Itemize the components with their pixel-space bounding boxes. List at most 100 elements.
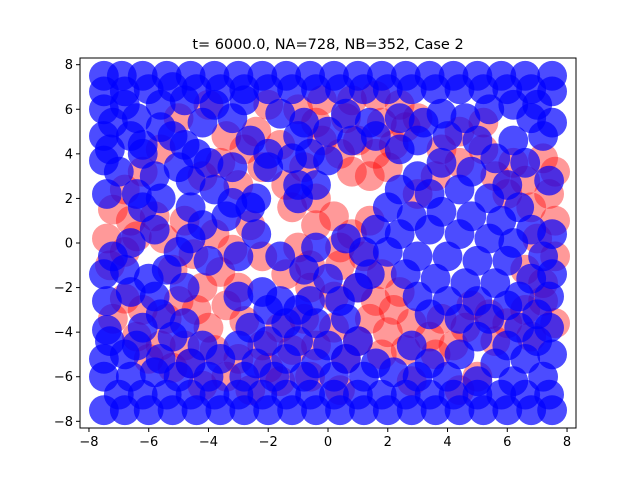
y-tick-label-5: 2	[65, 192, 73, 207]
particle-1-260	[175, 223, 206, 254]
particle-1-29	[301, 74, 331, 105]
particle-1-248	[343, 272, 373, 303]
particle-1-54	[217, 103, 248, 134]
y-tick-label-1: −6	[54, 370, 73, 385]
particle-1-241	[139, 281, 170, 312]
particle-1-263	[217, 188, 248, 218]
chart-title: t= 6000.0, NA=728, NB=352, Case 2	[192, 37, 463, 53]
particle-1-227	[343, 326, 373, 356]
particle-1-250	[283, 295, 313, 325]
particle-1-79	[384, 103, 415, 134]
particle-1-150	[537, 339, 567, 370]
particle-1-34	[420, 74, 451, 105]
particle-1-270	[337, 125, 367, 156]
particle-1-219	[360, 348, 391, 379]
particle-1-127	[390, 259, 421, 290]
particle-1-222	[187, 330, 218, 361]
particle-1-91	[528, 121, 558, 151]
particle-1-268	[283, 121, 313, 151]
particle-1-276	[145, 112, 176, 142]
particle-0-75	[301, 210, 331, 241]
particle-1-194	[486, 379, 517, 410]
particle-1-211	[92, 315, 122, 345]
particle-1-125	[537, 259, 567, 290]
particle-1-273	[402, 125, 433, 156]
particle-1-190	[390, 379, 421, 410]
particle-1-88	[432, 121, 463, 151]
x-tick-label-0: −8	[79, 435, 98, 450]
particle-1-32	[372, 74, 403, 105]
particle-0-55	[337, 156, 367, 187]
particle-1-75	[265, 98, 296, 129]
particle-1-72	[313, 145, 343, 176]
particle-1-251	[313, 263, 343, 294]
particle-1-252	[289, 254, 319, 285]
particle-1-27	[253, 74, 284, 105]
particle-1-94	[534, 165, 564, 196]
particle-0-71	[319, 201, 349, 232]
particle-1-122	[462, 245, 493, 276]
particle-1-255	[331, 223, 361, 254]
particle-1-97	[426, 147, 457, 178]
particle-1-198	[115, 361, 146, 392]
y-tick-label-6: 4	[65, 147, 73, 162]
particle-1-115	[474, 223, 505, 254]
particle-0-56	[354, 161, 385, 192]
particle-1-274	[193, 147, 224, 178]
particle-1-279	[217, 152, 248, 183]
particle-1-191	[414, 379, 445, 410]
particle-1-138	[414, 299, 445, 330]
particle-1-278	[103, 156, 134, 187]
x-axis: −8 −6 −4 −2 0 2 4 6 8	[79, 428, 571, 450]
particle-1-257	[223, 241, 254, 272]
particle-1-119	[372, 237, 403, 267]
x-tick-label-3: −2	[259, 435, 278, 450]
particle-1-265	[115, 228, 146, 258]
particle-1-81	[426, 98, 457, 129]
particle-1-123	[492, 245, 523, 276]
particle-1-254	[301, 232, 331, 263]
particle-1-234	[92, 286, 122, 316]
particle-1-92	[480, 143, 511, 174]
particle-1-212	[145, 344, 176, 374]
x-tick-label-4: 0	[324, 435, 332, 450]
y-tick-label-8: 8	[65, 58, 73, 73]
x-tick-label-6: 4	[443, 435, 451, 450]
particle-1-264	[139, 214, 170, 245]
particle-1-262	[241, 183, 272, 214]
particle-1-49	[145, 89, 176, 120]
particle-1-110	[537, 219, 567, 250]
particle-1-258	[193, 245, 224, 276]
particle-1-249	[253, 295, 284, 325]
particle-1-242	[169, 272, 200, 303]
particle-1-229	[169, 308, 200, 339]
particle-1-195	[510, 379, 541, 410]
particle-1-196	[534, 379, 564, 410]
x-tick-label-8: 8	[563, 435, 571, 450]
particle-1-226	[313, 330, 343, 361]
particle-1-192	[438, 379, 469, 410]
particle-1-35	[444, 74, 475, 105]
particle-1-30	[325, 74, 355, 105]
y-tick-label-2: −4	[54, 326, 73, 341]
y-tick-label-3: −2	[54, 281, 73, 296]
particle-1-53	[187, 107, 218, 138]
particle-1-275	[169, 130, 200, 160]
particle-1-121	[432, 241, 463, 272]
particle-1-93	[510, 147, 541, 178]
particle-0-87	[378, 295, 409, 325]
particle-1-277	[127, 138, 158, 169]
y-tick-label-0: −8	[54, 415, 73, 430]
particle-1-33	[396, 74, 427, 105]
series-blue-particles	[89, 60, 567, 426]
particle-1-243	[223, 281, 254, 312]
particle-1-60	[92, 179, 122, 209]
particle-1-62	[145, 183, 176, 214]
particle-1-113	[414, 214, 445, 245]
particle-1-31	[349, 74, 379, 105]
particle-1-261	[283, 183, 313, 214]
particle-0-88	[354, 303, 385, 334]
particle-1-101	[444, 174, 475, 205]
particle-1-111	[360, 214, 391, 245]
particle-1-269	[313, 116, 343, 147]
